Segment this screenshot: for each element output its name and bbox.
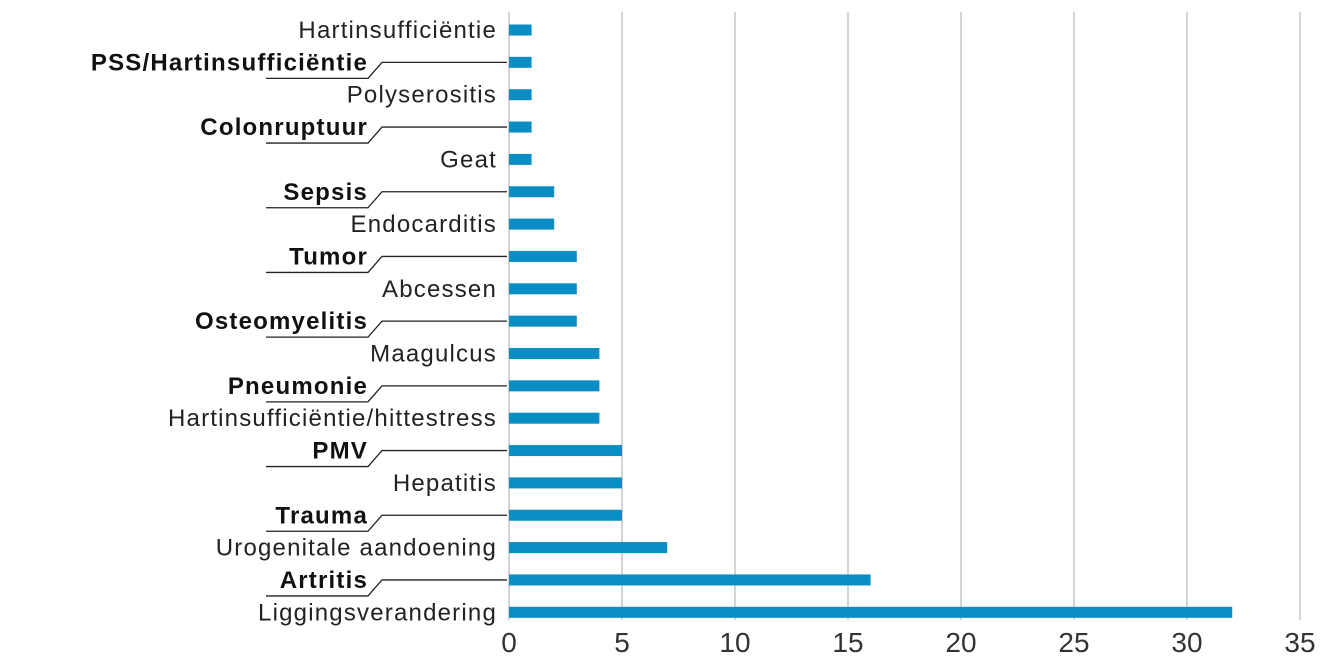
category-label: Endocarditis bbox=[351, 211, 497, 238]
bar bbox=[509, 56, 532, 68]
label-leader-line bbox=[266, 126, 507, 144]
category-label: Pneumonie bbox=[228, 373, 368, 400]
category-label: Maagulcus bbox=[370, 341, 497, 368]
x-tick-label: 0 bbox=[501, 627, 517, 658]
category-label: Artritis bbox=[280, 567, 368, 594]
category-label: Sepsis bbox=[283, 179, 368, 206]
category-label: Hartinsufficiëntie bbox=[298, 17, 497, 44]
category-label: Polyserositis bbox=[347, 82, 497, 109]
label-leader-line bbox=[266, 514, 507, 532]
category-label: Geat bbox=[440, 146, 497, 173]
x-tick-label: 10 bbox=[719, 627, 750, 658]
x-tick-label: 5 bbox=[614, 627, 630, 658]
x-axis-tick-labels: 0 5 10 15 20 25 30 35 bbox=[501, 627, 1315, 658]
x-tick-label: 35 bbox=[1284, 627, 1315, 658]
bar bbox=[509, 24, 532, 36]
x-tick-label: 15 bbox=[832, 627, 863, 658]
bar bbox=[509, 153, 532, 165]
category-label: Hartinsufficiëntie/hittestress bbox=[168, 405, 497, 432]
label-leader-line bbox=[266, 579, 507, 597]
bar bbox=[509, 348, 600, 359]
category-label: Colonruptuur bbox=[200, 114, 368, 141]
bar bbox=[509, 574, 871, 586]
bar bbox=[509, 412, 600, 424]
category-label: PSS/Hartinsufficiëntie bbox=[91, 49, 368, 76]
category-label: Osteomyelitis bbox=[195, 308, 368, 335]
category-label: Hepatitis bbox=[393, 470, 497, 497]
category-labels: Hartinsufficiëntie PSS/Hartinsufficiëntie… bbox=[91, 17, 497, 626]
gridlines bbox=[508, 12, 1301, 620]
bar bbox=[509, 186, 555, 198]
bar bbox=[509, 542, 668, 554]
bar bbox=[509, 218, 555, 230]
bar bbox=[509, 509, 622, 521]
category-label: Tumor bbox=[289, 243, 368, 270]
label-leader-lines bbox=[266, 61, 507, 597]
x-tick-label: 20 bbox=[945, 627, 976, 658]
category-label: PMV bbox=[312, 438, 368, 465]
label-leader-line bbox=[266, 191, 507, 209]
x-tick-label: 30 bbox=[1171, 627, 1202, 658]
bar bbox=[509, 283, 577, 295]
label-leader-line bbox=[266, 385, 507, 403]
category-label: Abcessen bbox=[382, 276, 497, 303]
bar bbox=[509, 250, 577, 262]
bar bbox=[509, 606, 1233, 618]
category-label: Liggingsverandering bbox=[258, 599, 497, 626]
bar bbox=[509, 89, 532, 101]
label-leader-line bbox=[266, 255, 507, 274]
x-tick-label: 25 bbox=[1058, 627, 1089, 658]
bar bbox=[509, 121, 532, 133]
bar bbox=[509, 315, 577, 327]
category-label: Urogenitale aandoening bbox=[216, 535, 497, 562]
label-leader-line bbox=[266, 320, 507, 338]
category-label: Trauma bbox=[275, 502, 368, 529]
label-leader-line bbox=[266, 449, 507, 468]
bar bbox=[509, 380, 600, 392]
bar bbox=[509, 445, 622, 457]
label-leader-line bbox=[266, 61, 507, 79]
bars bbox=[509, 24, 1233, 618]
bar bbox=[509, 477, 622, 489]
